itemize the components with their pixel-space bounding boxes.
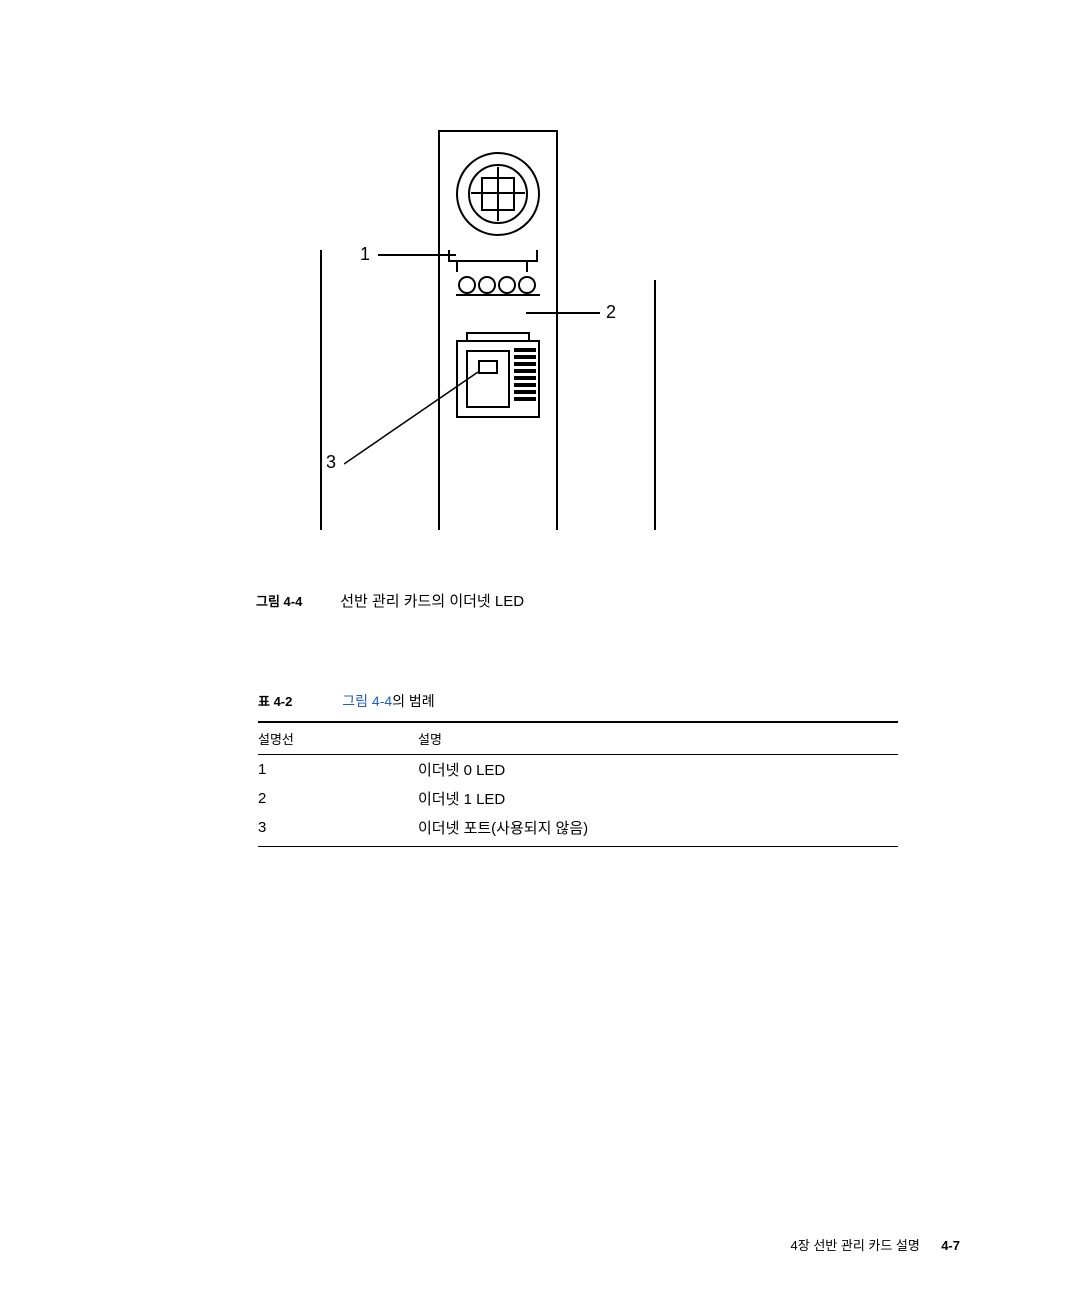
bracket-notch-1 <box>448 250 538 262</box>
ethernet-pin <box>514 390 536 394</box>
footer-chapter: 4장 선반 관리 카드 설명 <box>791 1238 920 1253</box>
ethernet-pins <box>514 348 536 408</box>
callout-label-2: 2 <box>606 302 616 323</box>
card-inner-left <box>320 250 322 530</box>
table-cell-num: 2 <box>258 784 418 813</box>
page-footer: 4장 선반 관리 카드 설명 4-7 <box>791 1235 960 1254</box>
figure-diagram: 1 2 3 <box>308 130 668 530</box>
document-page: 1 2 3 그림 4-4 선반 관리 카드의 이더넷 LED 표 4-2 그림 … <box>0 0 1080 1296</box>
led-baseline <box>456 294 540 296</box>
callout-label-3: 3 <box>326 452 336 473</box>
callout-label-1: 1 <box>360 244 370 265</box>
table-label: 표 4-2 <box>258 694 292 709</box>
ethernet-pin <box>514 383 536 387</box>
callout-line-2 <box>526 312 600 314</box>
table-row: 2 이더넷 1 LED <box>258 784 898 813</box>
table-cell-num: 1 <box>258 755 418 785</box>
ethernet-pin <box>514 397 536 401</box>
figure-title: 선반 관리 카드의 이더넷 LED <box>340 593 524 610</box>
table-cell-num: 3 <box>258 813 418 847</box>
led-1 <box>458 276 476 294</box>
table-row: 3 이더넷 포트(사용되지 않음) <box>258 813 898 847</box>
callout-line-3 <box>344 368 484 468</box>
ethernet-pin <box>514 362 536 366</box>
bracket-notch-2 <box>456 262 528 272</box>
callout-line-1 <box>378 254 456 256</box>
figure-caption: 그림 4-4 선반 관리 카드의 이더넷 LED <box>256 590 960 611</box>
screw-cross-vertical <box>497 167 499 221</box>
table-link-suffix: 의 범례 <box>392 693 435 709</box>
ethernet-pin <box>514 376 536 380</box>
table-caption: 표 4-2 그림 4-4의 범례 <box>258 691 960 711</box>
table-cell-desc: 이더넷 0 LED <box>418 755 898 785</box>
led-2 <box>478 276 496 294</box>
table-link[interactable]: 그림 4-4 <box>342 693 392 709</box>
ethernet-pin <box>514 348 536 352</box>
ethernet-pin <box>514 355 536 359</box>
card-inner-right <box>654 280 656 530</box>
led-3 <box>498 276 516 294</box>
table-row: 1 이더넷 0 LED <box>258 755 898 785</box>
legend-table: 설명선 설명 1 이더넷 0 LED 2 이더넷 1 LED 3 이더넷 포트(… <box>258 721 898 847</box>
table-header-col2: 설명 <box>418 722 898 755</box>
table-header-col1: 설명선 <box>258 722 418 755</box>
footer-page-number: 4-7 <box>941 1238 960 1253</box>
figure-label: 그림 4-4 <box>256 594 302 609</box>
ethernet-pin <box>514 369 536 373</box>
led-4 <box>518 276 536 294</box>
table-cell-desc: 이더넷 포트(사용되지 않음) <box>418 813 898 847</box>
table-cell-desc: 이더넷 1 LED <box>418 784 898 813</box>
